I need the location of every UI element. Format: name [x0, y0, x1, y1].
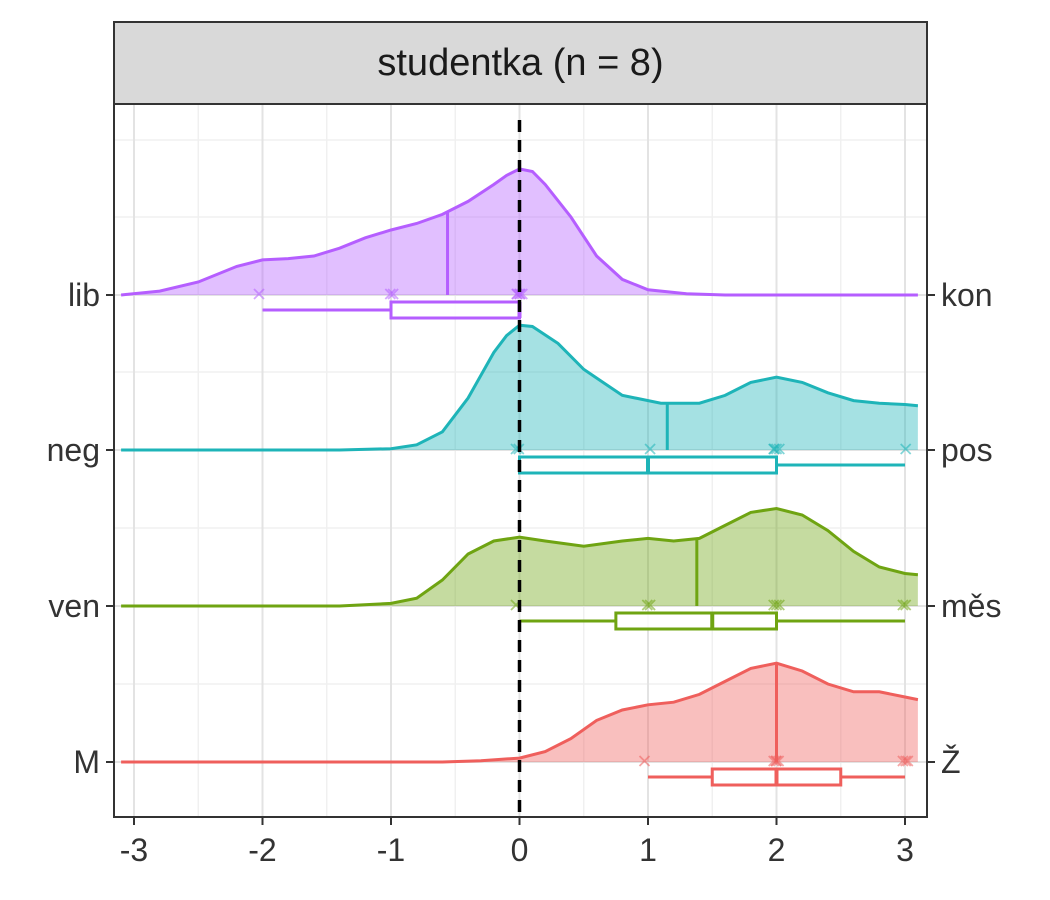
box-iqr [614, 611, 778, 631]
data-point [900, 599, 912, 611]
data-point [768, 755, 780, 767]
x-tick-label: 1 [639, 832, 657, 868]
y-tick-label-left: ven [48, 588, 100, 624]
y-tick-label-left: M [73, 744, 100, 780]
density-area [121, 663, 918, 762]
data-point [770, 443, 783, 455]
data-point [768, 443, 781, 455]
data-point [772, 755, 785, 767]
ridge-ven [121, 506, 919, 631]
data-point [773, 443, 785, 455]
density-area [121, 508, 918, 606]
y-tick-label-left: lib [68, 277, 100, 313]
axes: -3 -2 -1 0 1 2 3 lib kon neg pos ven měs M Ž [47, 277, 1002, 868]
data-point [638, 755, 651, 767]
y-tick-label-left: neg [47, 432, 100, 468]
data-point [387, 288, 399, 300]
y-tick-label-right: měs [941, 588, 1001, 624]
x-tick-label: -2 [248, 832, 276, 868]
density-line [120, 167, 918, 297]
box-iqr [389, 300, 521, 320]
data-point [514, 288, 526, 300]
data-point [384, 288, 396, 300]
data-point [902, 755, 914, 767]
data-point [897, 599, 909, 611]
strip-background [113, 21, 928, 105]
panel-title: studentka (n = 8) [377, 42, 663, 84]
data-point [644, 599, 656, 611]
y-tick-label-right: Ž [941, 744, 961, 780]
data-point [770, 599, 783, 611]
data-point [641, 599, 653, 611]
data-point [897, 755, 909, 767]
x-tick-label: -3 [120, 832, 148, 868]
data-point [900, 443, 912, 455]
data-point [253, 288, 265, 300]
data-point [900, 755, 912, 767]
density-line [121, 506, 919, 608]
data-point [644, 443, 656, 455]
x-tick-label: 3 [896, 832, 914, 868]
x-tick-label: -1 [377, 832, 405, 868]
data-point [773, 599, 785, 611]
data-point [770, 755, 783, 767]
density-line [121, 323, 919, 452]
ridge-M [121, 661, 919, 787]
y-tick-label-right: pos [941, 432, 993, 468]
y-tick-label-right: kon [941, 277, 993, 313]
x-tick-label: 0 [511, 832, 529, 868]
x-tick-label: 2 [768, 832, 786, 868]
density-line [121, 661, 919, 764]
